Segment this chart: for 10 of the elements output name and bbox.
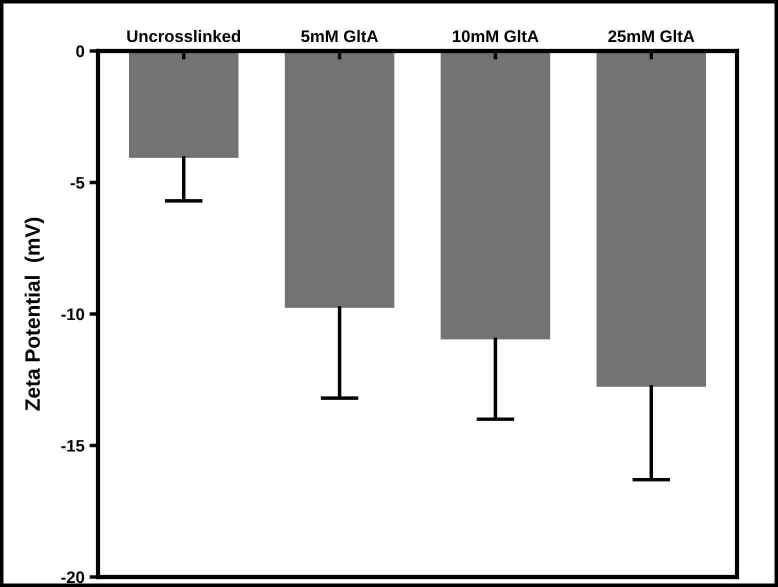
y-tick-label: -5 [70,177,84,189]
y-tick-label: -10 [61,308,84,320]
y-tick-label: -20 [61,571,84,584]
x-tick-label: 25mM GltA [608,30,694,42]
y-tick-label: 0 [76,45,84,58]
x-tick-label: Uncrosslinked [127,30,240,42]
y-tick-label: -15 [61,440,84,452]
x-tick-label: 10mM GltA [452,30,539,42]
x-tick-label: 5mM GltA [301,30,378,42]
y-axis-title: Zeta Potential (mV) [24,218,44,411]
